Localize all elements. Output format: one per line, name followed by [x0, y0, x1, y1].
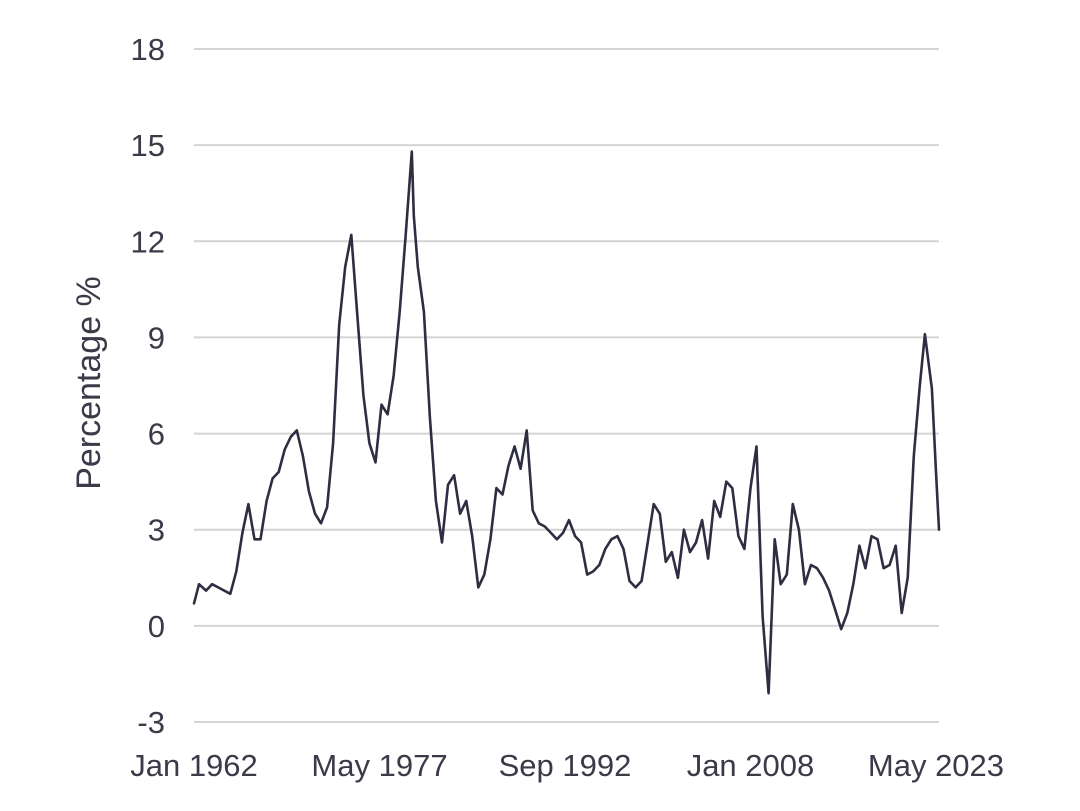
x-tick-label: Sep 1992 [499, 748, 632, 783]
x-tick-label: May 2023 [868, 748, 1004, 783]
y-tick-label: 3 [148, 513, 165, 548]
y-tick-label: -3 [137, 705, 165, 740]
y-tick-label: 12 [131, 224, 165, 259]
series-line [192, 150, 941, 695]
x-axis-tick-labels: Jan 1962 May 1977 Sep 1992 Jan 2008 May 2023 [130, 748, 1004, 783]
y-tick-label: 0 [148, 609, 165, 644]
y-axis-title: Percentage % [70, 276, 108, 490]
y-tick-label: 18 [131, 32, 165, 67]
grid-lines [194, 48, 939, 723]
x-tick-label: Jan 1962 [130, 748, 258, 783]
y-tick-label: 6 [148, 417, 165, 452]
x-tick-label: Jan 2008 [687, 748, 815, 783]
y-axis-tick-labels: -3 0 3 6 9 12 15 18 [131, 32, 165, 740]
y-tick-label: 15 [131, 128, 165, 163]
x-tick-label: May 1977 [311, 748, 447, 783]
y-tick-label: 9 [148, 320, 165, 355]
